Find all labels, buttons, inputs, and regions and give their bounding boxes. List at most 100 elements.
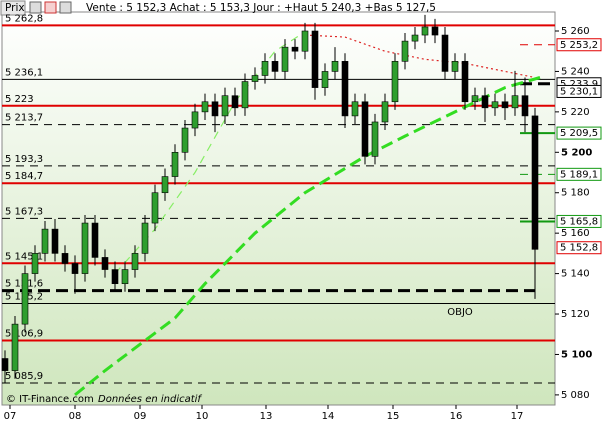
candle-body: [451, 61, 459, 72]
marker-box: [556, 38, 602, 52]
candle-body: [521, 95, 529, 117]
candle-body: [321, 71, 329, 88]
candle-body: [481, 95, 489, 109]
candle-body: [171, 151, 179, 177]
level-label: 5 085,9: [5, 371, 43, 382]
marker-label: 5 253,2: [560, 40, 598, 51]
marker-box: [556, 84, 602, 98]
marker-label: 5 233,9: [560, 79, 598, 90]
candle-body: [251, 75, 259, 82]
candle-body: [391, 61, 399, 103]
candle-body: [91, 222, 99, 258]
level-label: 5 262,8: [5, 13, 43, 24]
x-tick-label: 16: [450, 411, 463, 422]
candle-body: [51, 228, 59, 254]
candle-body: [191, 111, 199, 129]
candle-body: [41, 228, 49, 254]
candle-body: [361, 101, 369, 157]
candle-body: [111, 269, 119, 285]
x-tick-label: 07: [4, 411, 17, 422]
quote: Vente : 5 152,3 Achat : 5 153,3 Jour : +…: [86, 2, 436, 14]
x-tick-label: 10: [196, 411, 209, 422]
candle-body: [491, 101, 499, 109]
candle-body: [531, 115, 539, 250]
icon-button[interactable]: [59, 1, 72, 14]
candle-body: [471, 95, 479, 103]
y-tick-label: 5 180: [561, 188, 590, 199]
candle-body: [281, 46, 289, 72]
moving-average: [304, 34, 536, 79]
marker-box: [556, 167, 602, 181]
candle-body: [411, 34, 419, 42]
candle-body: [1, 358, 9, 371]
candle-body: [371, 121, 379, 157]
marker-label: 5 165,8: [560, 216, 598, 227]
candle-body: [461, 61, 469, 103]
y-tick-label: 5 160: [561, 228, 590, 239]
level-label: 5 145,1: [5, 251, 43, 262]
level-label: 5 193,3: [5, 154, 43, 165]
candle-body: [21, 273, 29, 325]
candle-body: [231, 95, 239, 109]
candle-body: [431, 26, 439, 36]
marker-label: 5 152,8: [560, 243, 598, 254]
tab[interactable]: [0, 0, 26, 16]
candle-body: [11, 323, 19, 371]
icon-button[interactable]: [44, 1, 57, 14]
marker-box: [556, 126, 602, 140]
marker-box: [556, 214, 602, 228]
y-tick-label: 5 120: [561, 309, 590, 320]
note: Données en indicatif: [98, 393, 202, 405]
candle-body: [131, 253, 139, 270]
candle-body: [241, 81, 249, 109]
candle-body: [201, 101, 209, 113]
candle-body: [261, 61, 269, 76]
y-tick-label: 5 100: [561, 349, 592, 360]
marker-label: 5 189,1: [560, 169, 598, 180]
candle-body: [151, 192, 159, 224]
x-tick-label: 09: [134, 411, 147, 422]
level-label: 5 106,9: [5, 329, 43, 340]
y-tick-label: 5 220: [561, 107, 590, 118]
candle-body: [101, 257, 109, 270]
level-label: 5 223: [5, 94, 34, 105]
candle-body: [291, 46, 299, 52]
candle-body: [441, 34, 449, 72]
x-tick-label: 17: [511, 411, 524, 422]
candle-body: [311, 30, 319, 88]
y-tick-label: 5 080: [561, 390, 590, 401]
moving-average: [74, 76, 541, 397]
candle-body: [211, 101, 219, 117]
y-tick-label: 5 240: [561, 66, 590, 77]
candle-body: [61, 253, 69, 264]
y-tick-label: 5 200: [561, 147, 592, 158]
annotation: OBJO: [447, 307, 473, 318]
candle-body: [331, 61, 339, 72]
y-tick-label: 5 140: [561, 269, 590, 280]
icon-button[interactable]: [29, 1, 42, 14]
level-label: 5 213,7: [5, 113, 43, 124]
candle-body: [161, 176, 169, 194]
y-tick-label: 5 260: [561, 26, 590, 37]
marker-label: 5 209,5: [560, 128, 598, 139]
marker-box: [556, 241, 602, 255]
candle-body: [421, 26, 429, 36]
tab-label[interactable]: Prix: [5, 2, 25, 14]
candle-body: [71, 263, 79, 274]
candle-body: [271, 61, 279, 72]
x-tick-label: 15: [387, 411, 400, 422]
candle-body: [381, 101, 389, 123]
candle-body: [31, 253, 39, 274]
candle-body: [81, 222, 89, 274]
candle-body: [341, 61, 349, 117]
x-tick-label: 13: [260, 411, 273, 422]
candle-body: [301, 30, 309, 52]
level-label: 5 184,7: [5, 171, 43, 182]
candle-body: [141, 222, 149, 254]
candle-body: [501, 101, 509, 109]
level-label: 5 167,3: [5, 206, 43, 217]
candle-body: [401, 40, 409, 62]
x-tick-label: 14: [322, 411, 335, 422]
level-label: 5 236,1: [5, 67, 43, 78]
